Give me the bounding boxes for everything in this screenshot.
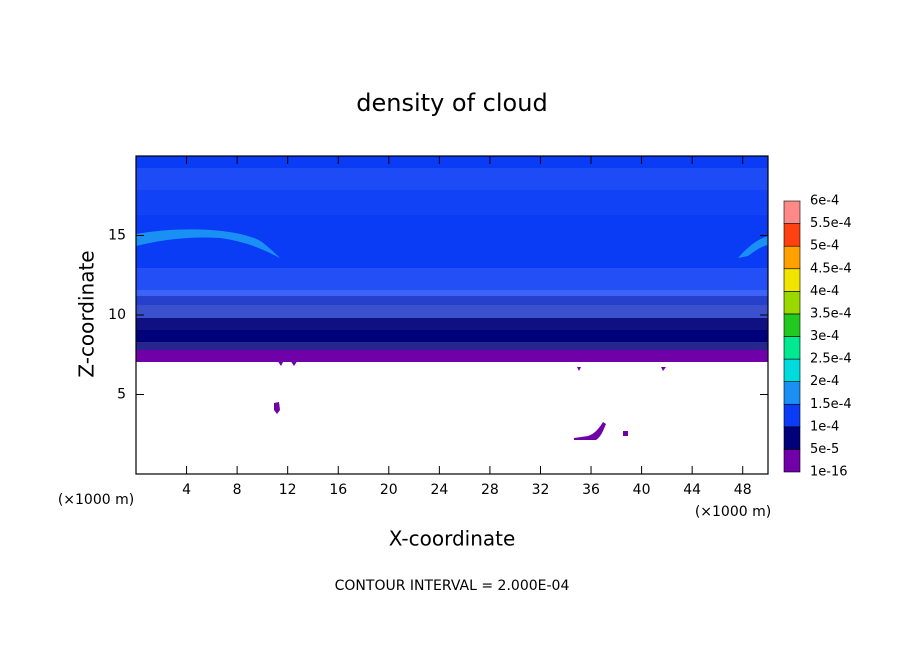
x-tick-label: 16 (329, 482, 347, 498)
contour-region (661, 367, 666, 371)
contour-region (574, 422, 606, 440)
colorbar-label: 4.5e-4 (810, 261, 852, 276)
colorbar-swatch (783, 291, 801, 315)
chart-title: density of cloud (356, 89, 547, 117)
x-unit: (×1000 m) (695, 504, 771, 520)
contour-band (136, 318, 768, 330)
x-tick-label: 36 (582, 482, 600, 498)
y-tick-label: 10 (108, 307, 126, 323)
contour-region (290, 360, 298, 366)
x-tick-label: 32 (532, 482, 550, 498)
colorbar-swatch (783, 381, 801, 405)
x-tick-label: 48 (734, 482, 752, 498)
colorbar-label: 5e-4 (810, 239, 839, 254)
colorbar-swatch (783, 268, 801, 292)
colorbar-label: 3e-4 (810, 329, 839, 344)
colorbar-label: 1e-16 (810, 465, 848, 480)
colorbar-label: 5.5e-4 (810, 216, 852, 231)
contour-band (136, 342, 768, 350)
colorbar: 1e-16 5e-5 1e-4 1.5e-4 2e-4 2.5e-4 3e-4 3.5e-4 4… (783, 194, 852, 480)
contour-band (136, 350, 768, 362)
colorbar-swatch (783, 200, 801, 224)
colorbar-swatch (783, 449, 801, 473)
x-tick-label: 8 (233, 482, 242, 498)
contour-band (136, 330, 768, 342)
contour-band (136, 168, 768, 190)
x-tick-label: 20 (380, 482, 398, 498)
y-tick-label: 5 (117, 387, 126, 403)
x-tick-label: 4 (182, 482, 191, 498)
contour-region (623, 431, 628, 436)
colorbar-swatch (783, 426, 801, 450)
contour-band (136, 268, 768, 290)
colorbar-swatch (783, 403, 801, 428)
colorbar-label: 6e-4 (810, 194, 839, 209)
colorbar-swatch (783, 245, 801, 270)
contour-region (274, 402, 280, 414)
colorbar-label: 4e-4 (810, 284, 839, 299)
colorbar-swatch (783, 336, 801, 360)
contour-band (136, 156, 768, 168)
contour-band (136, 305, 768, 318)
y-axis-title: Z-coordinate (75, 250, 99, 377)
contour-region (136, 229, 280, 258)
y-unit: (×1000 m) (58, 492, 134, 508)
y-tick-label: 15 (108, 228, 126, 244)
contour-region (577, 367, 581, 371)
colorbar-label: 2e-4 (810, 374, 839, 389)
colorbar-label: 3.5e-4 (810, 306, 852, 321)
contour-field (135, 155, 769, 475)
colorbar-label: 1e-4 (810, 419, 839, 434)
colorbar-label: 5e-5 (810, 442, 839, 457)
x-tick-label: 44 (683, 482, 701, 498)
contour-region (738, 236, 768, 258)
x-tick-label: 24 (430, 482, 448, 498)
colorbar-label: 2.5e-4 (810, 352, 852, 367)
x-tick-label: 40 (633, 482, 651, 498)
footer-note: CONTOUR INTERVAL = 2.000E-04 (335, 578, 570, 594)
x-tick-label: 28 (481, 482, 499, 498)
colorbar-swatch (783, 223, 801, 247)
contour-band (136, 215, 768, 268)
contour-band (136, 190, 768, 215)
x-axis-title: X-coordinate (389, 527, 516, 551)
contour-band (136, 290, 768, 305)
x-tick-label: 12 (279, 482, 297, 498)
colorbar-swatch (783, 313, 801, 337)
colorbar-swatch (783, 358, 801, 382)
contour-region (277, 360, 284, 366)
contour-band-shade (136, 296, 768, 330)
colorbar-label: 1.5e-4 (810, 397, 852, 412)
